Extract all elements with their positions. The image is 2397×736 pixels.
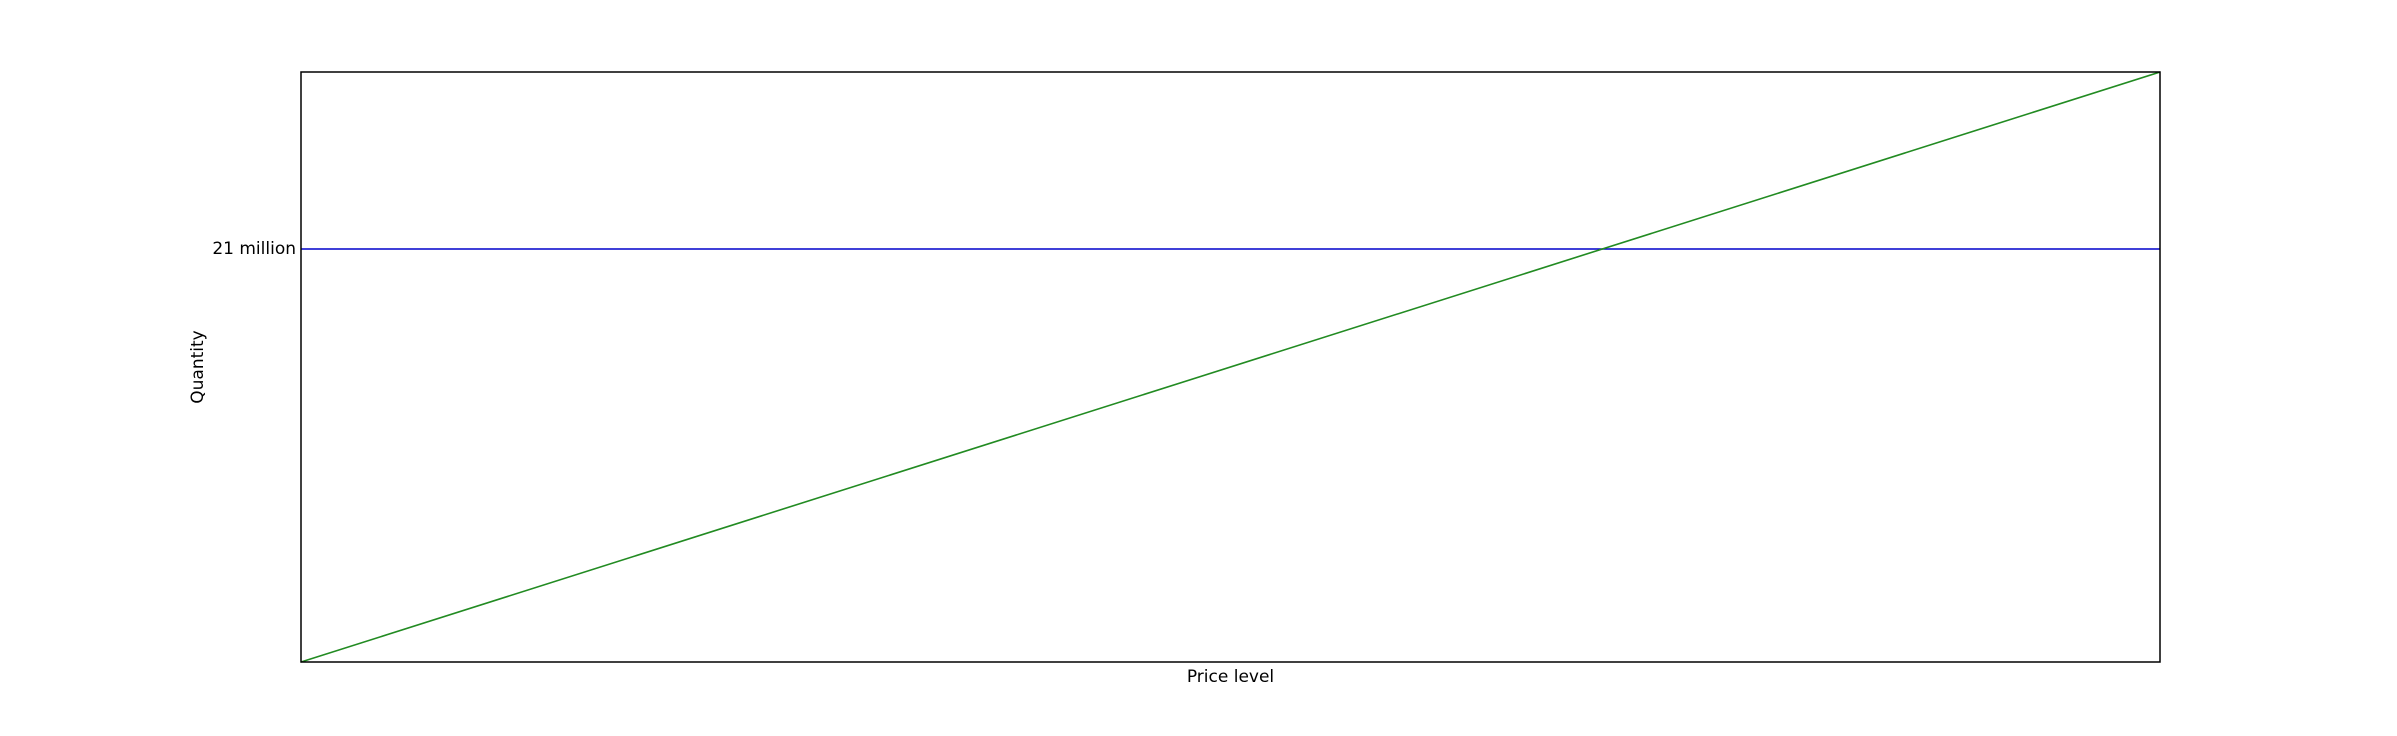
series-line-2 [300, 71, 2161, 663]
x-axis-label: Price level [1187, 667, 1274, 687]
plot-area-frame [300, 71, 2161, 663]
y-tick-label: 21 million [212, 239, 296, 259]
y-tick-layer: 21 million [212, 239, 296, 259]
y-axis-label: Quantity [188, 330, 208, 403]
series-layer [300, 71, 2161, 663]
